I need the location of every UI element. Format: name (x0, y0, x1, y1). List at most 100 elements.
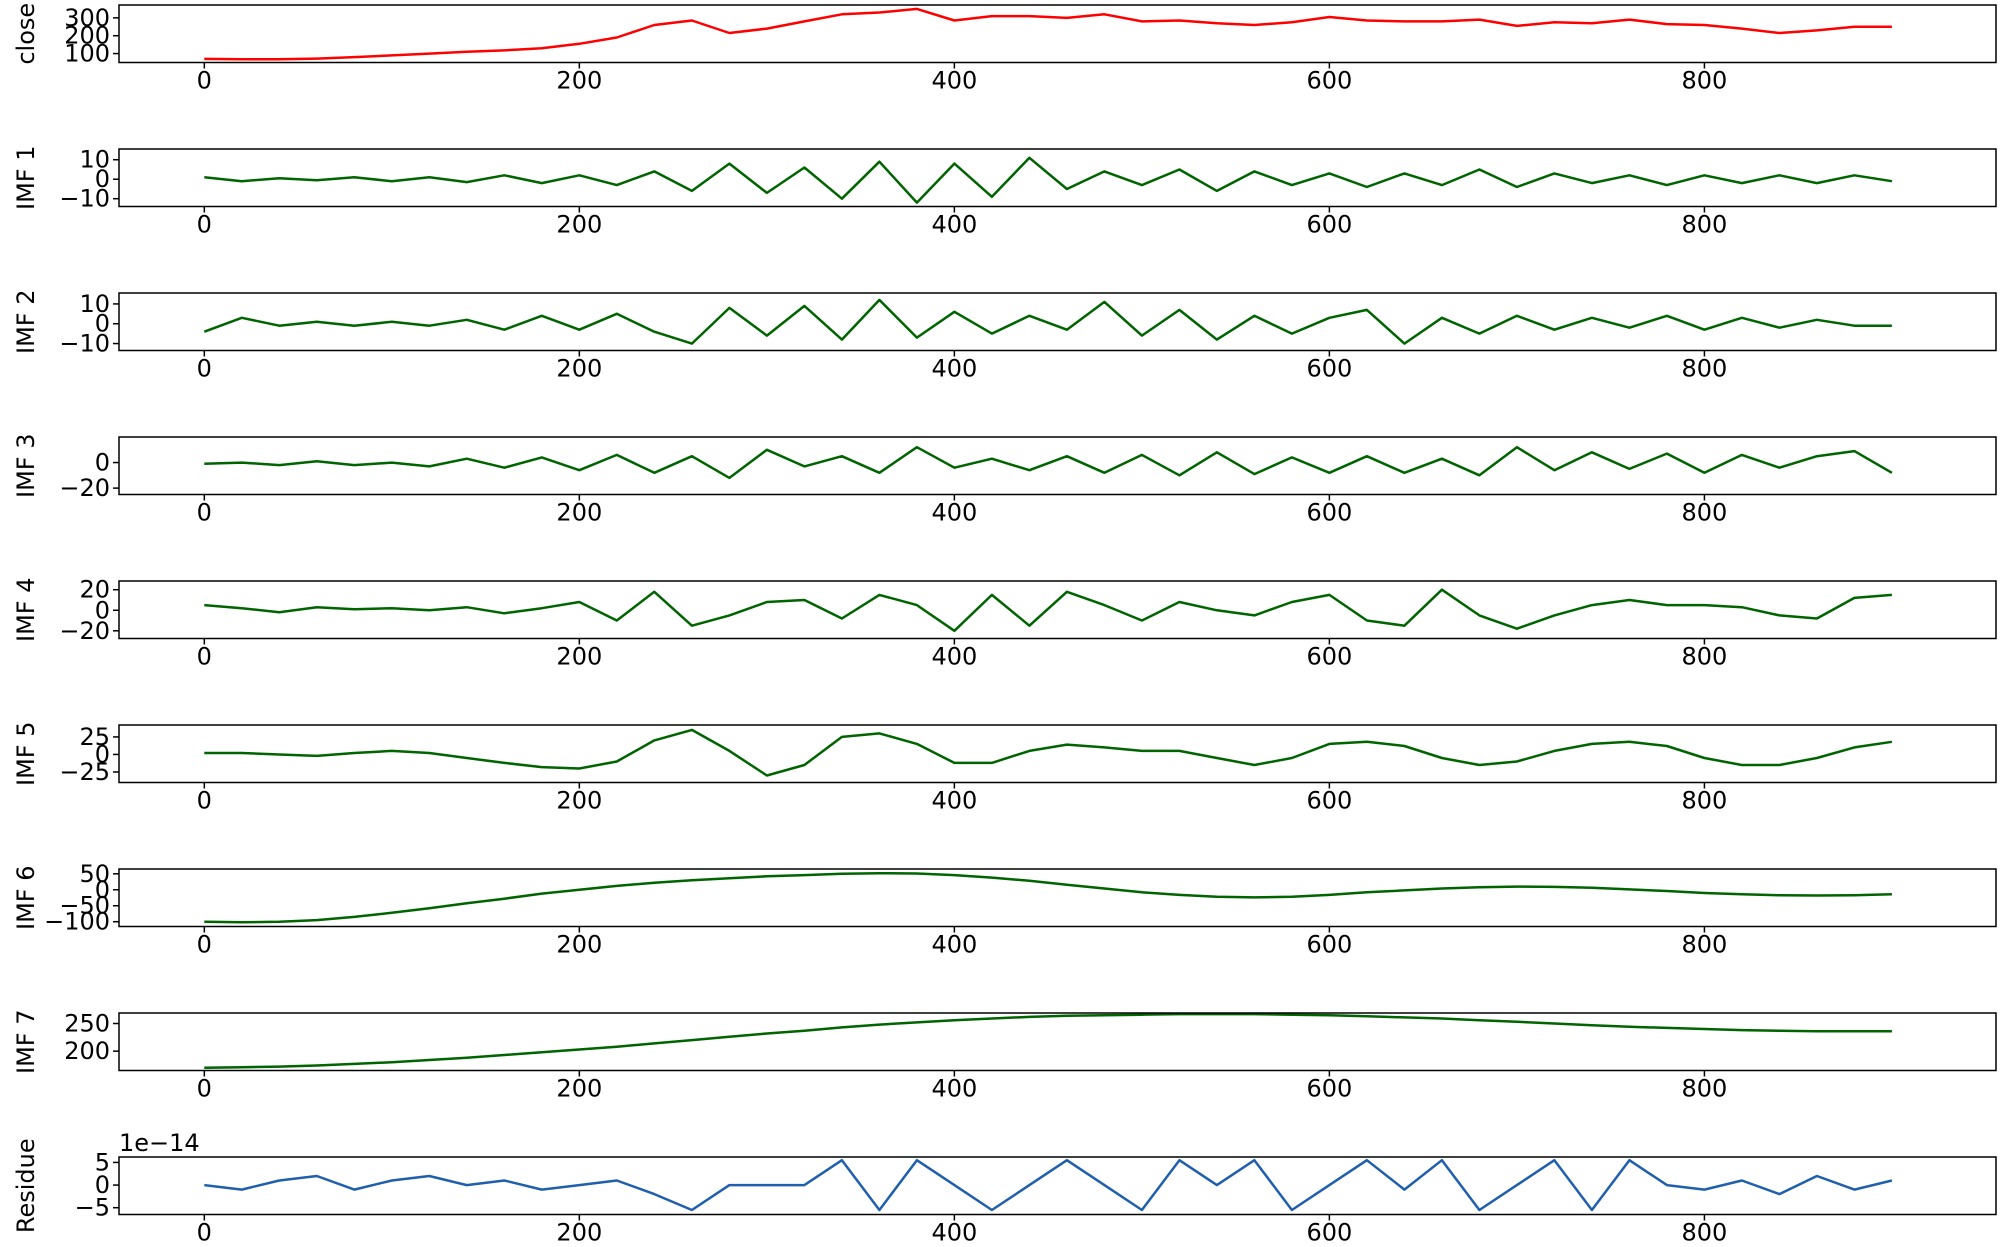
x-tick-label: 800 (1682, 931, 1728, 959)
axes-frame (118, 868, 1997, 928)
y-axis-label: IMF 3 (12, 434, 40, 499)
x-tick-label: 400 (931, 355, 977, 383)
x-tick-label: 400 (931, 931, 977, 959)
x-tick-label: 800 (1682, 355, 1728, 383)
x-tick-label: 0 (197, 211, 212, 239)
y-tick-label: 10 (79, 146, 110, 174)
x-tick-label: 200 (556, 1219, 602, 1247)
x-tick-label: 800 (1682, 643, 1728, 671)
y-tick-label: 0 (95, 876, 110, 904)
series-line (204, 588, 1892, 633)
y-tick-label: −50 (59, 892, 110, 920)
y-axis-label: IMF 1 (12, 146, 40, 211)
x-tick-label: 200 (556, 931, 602, 959)
x-tick-label: 600 (1306, 355, 1352, 383)
x-tick-label: 0 (197, 355, 212, 383)
y-tick-label: 0 (95, 596, 110, 624)
x-tick-label: 600 (1306, 931, 1352, 959)
series-line (204, 1158, 1893, 1212)
y-tick-label: −20 (59, 617, 110, 645)
x-tick-label: 0 (197, 499, 212, 527)
x-tick-label: 0 (197, 1219, 212, 1247)
y-tick-label: 5 (95, 1148, 110, 1176)
axes-frame (118, 292, 1997, 352)
x-tick-label: 400 (931, 643, 977, 671)
axes-frame (118, 1156, 1997, 1216)
x-tick-label: 600 (1306, 211, 1352, 239)
y-tick-label: 300 (64, 4, 110, 32)
x-tick-label: 600 (1306, 67, 1352, 95)
x-tick-label: 800 (1682, 1075, 1728, 1103)
x-tick-label: 200 (556, 211, 602, 239)
series-line (204, 871, 1892, 924)
x-tick-label: 0 (197, 67, 212, 95)
y-axis-label: IMF 5 (12, 722, 40, 787)
y-axis-label: IMF 7 (12, 1010, 40, 1075)
offset-text: 1e−14 (119, 1129, 200, 1157)
y-axis-label: close (12, 3, 40, 65)
x-tick-label: 600 (1306, 643, 1352, 671)
series-line (204, 1012, 1892, 1069)
y-tick-label: 0 (95, 310, 110, 338)
x-tick-label: 800 (1682, 1219, 1728, 1247)
series-line (204, 156, 1893, 204)
y-tick-label: 200 (64, 1037, 110, 1065)
y-axis-label: IMF 2 (12, 290, 40, 355)
y-tick-label: 25 (79, 723, 110, 751)
x-tick-label: 800 (1682, 67, 1728, 95)
y-tick-label: −10 (59, 330, 110, 358)
y-tick-label: 100 (64, 40, 110, 68)
x-tick-label: 200 (556, 499, 602, 527)
series-line (204, 445, 1893, 480)
x-tick-label: 600 (1306, 499, 1352, 527)
y-tick-label: 0 (95, 740, 110, 768)
x-tick-label: 400 (931, 1075, 977, 1103)
x-tick-label: 800 (1682, 499, 1728, 527)
y-axis-label: IMF 6 (12, 866, 40, 931)
axes-frame (118, 1012, 1997, 1072)
y-tick-label: 10 (79, 290, 110, 318)
x-tick-label: 800 (1682, 211, 1728, 239)
axes-frame (118, 724, 1997, 784)
y-tick-label: 20 (79, 576, 110, 604)
x-tick-label: 800 (1682, 787, 1728, 815)
y-tick-label: −10 (59, 185, 110, 213)
x-tick-label: 0 (197, 643, 212, 671)
series-line (203, 298, 1892, 345)
x-tick-label: 400 (931, 211, 977, 239)
series-line (204, 7, 1892, 61)
x-tick-label: 400 (931, 787, 977, 815)
x-tick-label: 600 (1306, 1075, 1352, 1103)
axes-frame (118, 580, 1997, 640)
x-tick-label: 600 (1306, 1219, 1352, 1247)
x-tick-label: 200 (556, 787, 602, 815)
y-axis-label: IMF 4 (12, 578, 40, 643)
x-tick-label: 400 (931, 67, 977, 95)
axes-frame (118, 436, 1997, 496)
x-tick-label: 200 (556, 67, 602, 95)
y-tick-label: −100 (44, 908, 110, 936)
x-tick-label: 0 (197, 787, 212, 815)
x-tick-label: 0 (197, 1075, 212, 1103)
x-tick-label: 200 (556, 1075, 602, 1103)
axes-frame (118, 148, 1997, 208)
x-tick-label: 200 (556, 355, 602, 383)
x-tick-label: 600 (1306, 787, 1352, 815)
series-line (204, 728, 1893, 777)
y-tick-label: 200 (64, 22, 110, 50)
y-axis-label: Residue (12, 1138, 40, 1233)
y-tick-label: −25 (59, 758, 110, 786)
x-tick-label: 400 (931, 499, 977, 527)
x-tick-label: 200 (556, 643, 602, 671)
y-tick-label: −5 (75, 1194, 110, 1222)
